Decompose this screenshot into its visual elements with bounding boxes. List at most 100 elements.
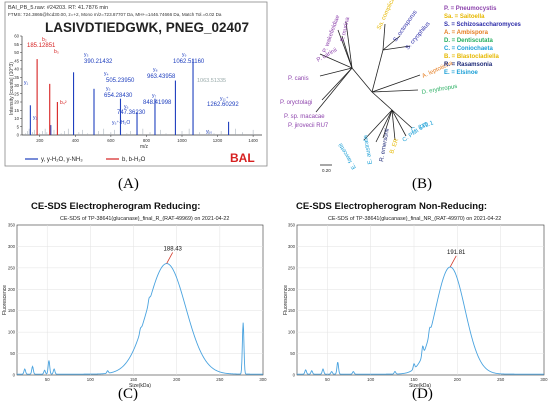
- y-tick-label: 45: [14, 58, 19, 63]
- y-tick-label: 100: [8, 330, 16, 335]
- y-tick-label: 300: [288, 244, 296, 249]
- y-tick-label: 50: [290, 351, 295, 356]
- taxon-label: P. canis: [288, 76, 309, 82]
- taxon-label: P. sp. macacae: [284, 114, 325, 120]
- panel-d-ticks: 0 50 100 150 200 250 300 350 50 100 150 200 250 300: [288, 223, 548, 383]
- tree-scale-label: 0.20: [322, 168, 331, 173]
- y-tick-label: 0: [293, 373, 296, 378]
- x-tick-label: 100: [87, 377, 95, 382]
- y-tick-label: 40: [14, 67, 19, 72]
- panel-a-ylabel: Intensity [counts] (10^3): [9, 62, 15, 115]
- panel-a-xlabel: m/z: [140, 144, 149, 150]
- taxon-label: P. wakefieldiae: [322, 14, 341, 54]
- taxon-label: E. fawcettii: [338, 142, 358, 170]
- y-tick-label: 35: [14, 75, 19, 80]
- y-tick-label: 15: [14, 108, 19, 113]
- taxon-label: E. australis: [363, 134, 374, 164]
- y-tick-label: 150: [288, 308, 296, 313]
- legend-saitoella: Sa. = Saitoella: [444, 14, 485, 20]
- panel-label-a: (A): [118, 176, 139, 192]
- branch: [371, 89, 419, 93]
- panel-d-peak-arrow: [449, 255, 457, 268]
- y-tick-label: 30: [14, 83, 19, 88]
- ion-label-y3: y₃: [84, 52, 89, 58]
- panel-d-trace: [297, 266, 544, 375]
- branch: [391, 109, 413, 129]
- panel-a-header-1: BAI_PB_5.raw: #24203. RT: 41.7876 min: [8, 5, 108, 11]
- panel-a-title: LASIVDTIEDGWK, PNEG_02407: [45, 20, 249, 35]
- x-tick-label: 200: [173, 377, 181, 382]
- legend-dentiscutata: D. = Dentiscutata: [444, 38, 494, 44]
- branch: [382, 23, 386, 51]
- y-tick-label: 350: [8, 223, 16, 228]
- legend-schizosaccharomyces: S. = Schizosaccharomyces: [444, 22, 522, 28]
- branch: [382, 45, 411, 51]
- branch: [319, 53, 353, 69]
- legend-coniochaeta: C. = Coniochaeta: [444, 46, 494, 52]
- panel-d-peak-label: 191.81: [447, 250, 466, 256]
- y-tick-label: 250: [8, 265, 16, 270]
- panel-c-grid: [17, 225, 263, 375]
- peak-label-1062: 1062.51160: [173, 59, 205, 65]
- peak-label-390: 390.21432: [84, 59, 113, 65]
- panel-c-ylabel: Fluorescence: [2, 285, 8, 315]
- ion-label-b3: b₃: [54, 49, 59, 55]
- panel-a-header-2: FTMS: 724.3866@hcd30.00, z=+2, Mono m/z=…: [8, 12, 222, 17]
- ion-label-y5: y₅: [106, 86, 111, 92]
- x-tick-label: 1400: [248, 138, 258, 143]
- x-tick-label: 150: [410, 377, 418, 382]
- legend-pneumocystis: P. = Pneumocystis: [444, 6, 497, 12]
- taxon-label: Sa. complicata: [376, 0, 398, 31]
- x-tick-label: 50: [325, 377, 330, 382]
- ion-label-y10: y₁₀: [206, 129, 212, 135]
- legend-rasamsonia: R. = Rasamsonia: [444, 62, 493, 68]
- branch: [345, 21, 353, 69]
- panel-d-plot-frame: [296, 224, 545, 376]
- ion-label-b2: b₂: [42, 37, 47, 43]
- legend-ambispora: A. = Ambispora: [444, 30, 489, 36]
- branch: [371, 74, 421, 93]
- x-tick-label: 250: [216, 377, 224, 382]
- y-tick-label: 50: [14, 50, 19, 55]
- y-tick-label: 250: [288, 265, 296, 270]
- x-tick-label: 800: [143, 138, 151, 143]
- branch: [391, 109, 396, 141]
- peak-label-185: 185.12851: [27, 43, 56, 49]
- taxon-label: B. ER: [389, 137, 400, 154]
- branch: [363, 109, 393, 141]
- peak-label-1262: 1262.60292: [207, 102, 239, 108]
- x-tick-label: 300: [540, 377, 548, 382]
- panel-label-b: (B): [412, 176, 432, 192]
- y-tick-label: 60: [14, 34, 19, 39]
- x-tick-label: 200: [36, 138, 44, 143]
- ion-label-b4: b₄²: [60, 100, 67, 106]
- taxon-label: D. erythropus: [421, 84, 458, 96]
- panel-d-xlabel: Size(kDa): [409, 383, 431, 389]
- y-tick-label: 300: [8, 244, 16, 249]
- y-tick-label: 0: [13, 373, 16, 378]
- x-tick-label: 300: [259, 377, 267, 382]
- panel-c-peak-label: 188.43: [164, 246, 183, 252]
- x-tick-label: 1000: [177, 138, 187, 143]
- panel-c-peak-arrow: [166, 252, 174, 264]
- peak-label-654: 654.28430: [104, 93, 133, 99]
- branch: [351, 67, 373, 93]
- x-tick-label: 250: [497, 377, 505, 382]
- branch: [371, 91, 393, 111]
- branch: [321, 67, 353, 101]
- ion-label-y11: y₁₁⁺: [220, 96, 229, 102]
- peak-label-963: 963.43958: [147, 74, 176, 80]
- branch: [371, 49, 384, 93]
- panel-c-plot-frame: [16, 224, 264, 376]
- peak-label-747: 747.36230: [117, 110, 146, 116]
- panel-d: CE-SDS Electropherogram Non-Reducing: CE…: [283, 201, 548, 389]
- ion-label-y6: y₆: [124, 104, 129, 110]
- legend-label-b: b, b-H₂O: [122, 157, 146, 163]
- branch: [319, 67, 353, 77]
- x-tick-label: 400: [72, 138, 80, 143]
- branch: [391, 109, 407, 137]
- x-tick-label: 1200: [213, 138, 223, 143]
- peak-label-848: 848.41998: [143, 100, 172, 106]
- panel-label-c: (C): [118, 386, 138, 402]
